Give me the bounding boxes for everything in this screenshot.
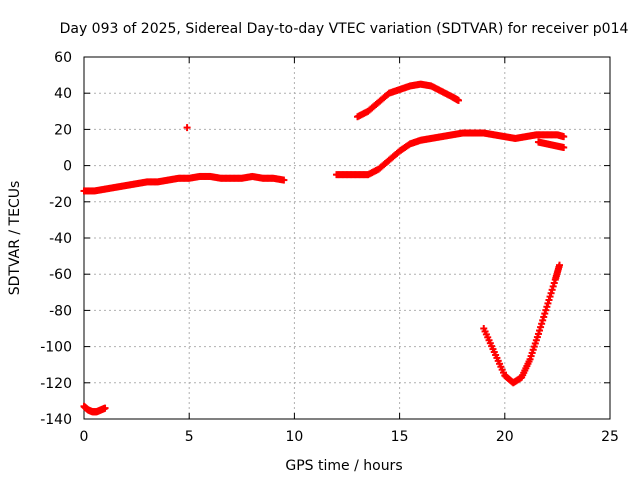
- series-seg-main-lower: [80, 172, 288, 195]
- series-seg-evening-parallel: [534, 138, 568, 151]
- y-tick-label: 60: [54, 50, 72, 66]
- data-point: [556, 261, 564, 269]
- data-point: [549, 282, 557, 290]
- y-tick-label: -80: [49, 303, 72, 319]
- grid: [84, 57, 610, 419]
- data-point: [540, 313, 548, 321]
- y-tick-label: -60: [49, 267, 72, 283]
- y-tick-label: 0: [63, 159, 72, 175]
- y-tick-label: -20: [49, 195, 72, 211]
- series-seg-evening-rise: [332, 129, 568, 179]
- x-tick-label: 20: [496, 429, 514, 445]
- data-point: [543, 303, 551, 311]
- data-point: [547, 289, 555, 297]
- data-point: [455, 96, 463, 104]
- data-point: [548, 286, 556, 294]
- data-point: [539, 316, 547, 324]
- data-point: [538, 320, 546, 328]
- y-tick-label: -100: [40, 340, 72, 356]
- x-tick-label: 25: [601, 429, 619, 445]
- y-tick-label: -120: [40, 376, 72, 392]
- x-tick-label: 10: [285, 429, 303, 445]
- series-seg-low-start: [80, 402, 109, 416]
- series-seg-upper-arc: [354, 80, 463, 121]
- data-point: [536, 327, 544, 335]
- data-points: [80, 80, 568, 416]
- y-tick-label: -40: [49, 231, 72, 247]
- y-tick-label: 40: [54, 86, 72, 102]
- x-tick-label: 0: [80, 429, 89, 445]
- data-point: [546, 293, 554, 301]
- series-seg-isolated: [183, 124, 191, 132]
- y-axis-label: SDTVAR / TECUs: [7, 181, 23, 296]
- data-point: [550, 279, 558, 287]
- axis-ticks: 0 5 10 15 20 25 -140 -120 -100 -80 -60 -40 -20 0 20 40 6…: [40, 50, 619, 445]
- data-point: [560, 133, 568, 141]
- data-point: [280, 176, 288, 184]
- x-tick-label: 5: [185, 429, 194, 445]
- data-point: [101, 404, 109, 412]
- data-point: [541, 310, 549, 318]
- series-seg-deep-dip: [480, 261, 564, 387]
- y-tick-label: -140: [40, 412, 72, 428]
- y-tick-label: 20: [54, 122, 72, 138]
- data-point: [544, 299, 552, 307]
- data-point: [560, 144, 568, 151]
- data-point: [537, 323, 545, 331]
- x-tick-label: 15: [391, 429, 409, 445]
- x-axis-label: GPS time / hours: [285, 458, 402, 474]
- data-point: [183, 124, 191, 132]
- chart-title: Day 093 of 2025, Sidereal Day-to-day VTE…: [60, 21, 629, 37]
- data-point: [545, 296, 553, 304]
- data-point: [542, 306, 550, 314]
- data-point: [534, 330, 542, 338]
